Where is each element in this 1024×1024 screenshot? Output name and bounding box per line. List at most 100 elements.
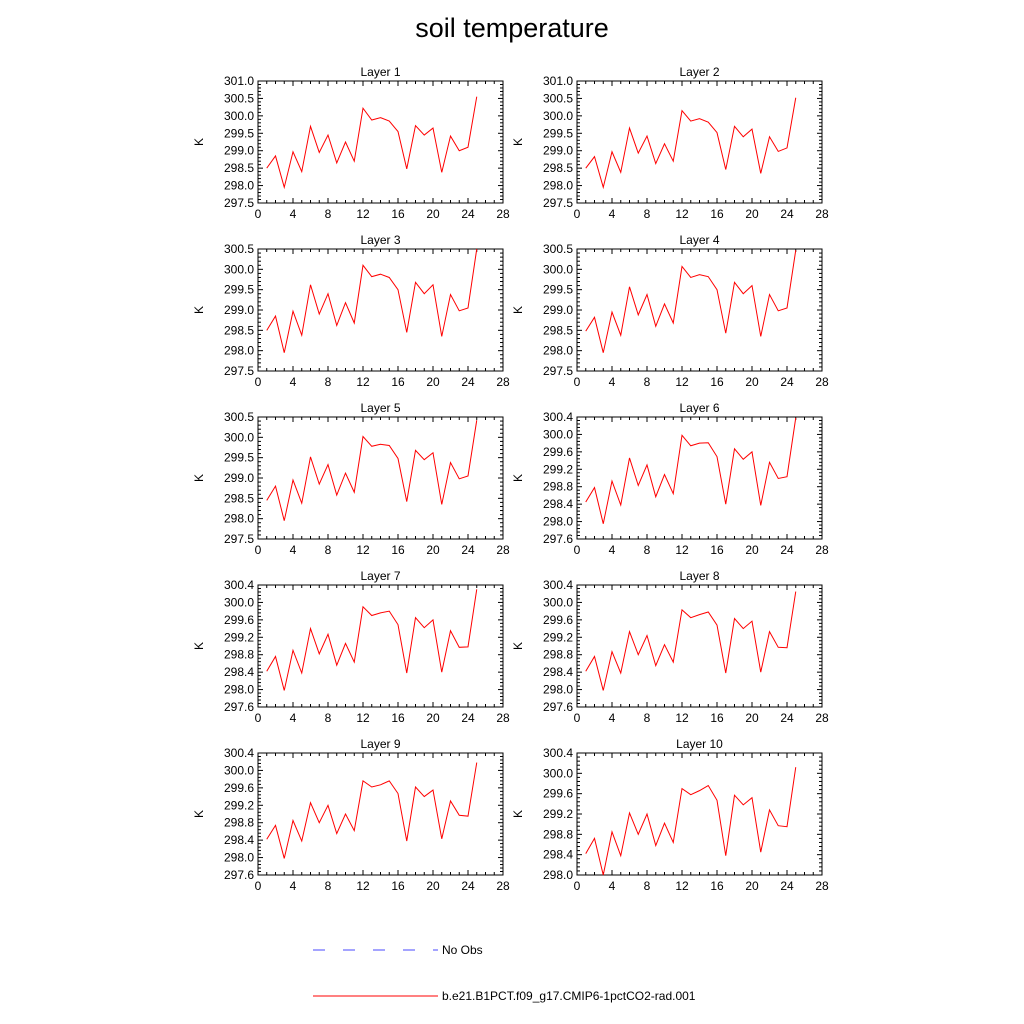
x-tick-label: 28	[496, 543, 510, 557]
x-tick-label: 8	[325, 711, 332, 725]
panel-title: Layer 6	[679, 401, 719, 415]
x-tick-label: 0	[255, 711, 262, 725]
series-line	[585, 767, 797, 876]
x-tick-label: 16	[391, 879, 405, 893]
x-tick-label: 0	[574, 207, 581, 221]
x-tick-label: 20	[426, 879, 440, 893]
y-tick-label: 299.2	[224, 630, 254, 644]
y-tick-label: 299.0	[224, 303, 254, 317]
x-tick-label: 28	[496, 207, 510, 221]
y-tick-label: 298.4	[224, 833, 254, 847]
y-tick-label: 299.2	[543, 630, 573, 644]
y-tick-label: 298.0	[543, 344, 573, 358]
y-tick-label: 300.4	[543, 410, 573, 424]
x-tick-label: 0	[574, 879, 581, 893]
y-tick-label: 301.0	[543, 74, 573, 88]
y-tick-label: 298.0	[543, 868, 573, 882]
x-tick-label: 4	[290, 879, 297, 893]
x-tick-label: 4	[290, 207, 297, 221]
panel-layer-1: Layer 1 K 0 4 8 12 16 20 24 28 297.5 298.0 298.5 299.…	[192, 65, 510, 221]
plot-frame	[576, 584, 823, 708]
x-tick-label: 4	[609, 879, 616, 893]
panel-layer-6: Layer 6 K 0 4 8 12 16 20 24 28 297.6 298.0 298.4 298.…	[511, 401, 829, 557]
y-tick-label: 300.5	[224, 91, 254, 105]
panel-title: Layer 10	[676, 737, 723, 751]
y-tick-label: 298.8	[543, 648, 573, 662]
x-tick-label: 8	[644, 543, 651, 557]
y-tick-label: 299.5	[224, 283, 254, 297]
x-tick-label: 12	[356, 711, 370, 725]
x-tick-label: 0	[574, 543, 581, 557]
y-tick-label: 300.0	[543, 109, 573, 123]
legend-label-no-obs: No Obs	[442, 943, 483, 957]
y-axis-label: K	[192, 138, 206, 146]
plot-frame	[257, 80, 504, 204]
y-tick-label: 300.0	[543, 595, 573, 609]
plot-frame	[257, 584, 504, 708]
y-tick-label: 297.5	[543, 364, 573, 378]
x-tick-label: 12	[356, 207, 370, 221]
x-tick-label: 0	[574, 711, 581, 725]
y-tick-label: 299.0	[224, 471, 254, 485]
y-tick-label: 300.0	[224, 262, 254, 276]
y-tick-label: 298.0	[224, 179, 254, 193]
x-tick-label: 28	[815, 879, 829, 893]
plot-frame	[576, 752, 823, 876]
y-tick-label: 298.0	[543, 179, 573, 193]
x-tick-label: 0	[255, 375, 262, 389]
x-tick-label: 24	[780, 207, 794, 221]
y-tick-label: 297.5	[543, 196, 573, 210]
x-tick-label: 16	[391, 207, 405, 221]
y-axis-label: K	[192, 306, 206, 314]
panel-layer-4: Layer 4 K 0 4 8 12 16 20 24 28 297.5 298.0 298.5 299.…	[511, 233, 829, 389]
y-tick-label: 299.5	[224, 451, 254, 465]
y-tick-label: 297.6	[543, 532, 573, 546]
y-tick-label: 298.5	[543, 323, 573, 337]
x-tick-label: 24	[461, 207, 475, 221]
x-tick-label: 8	[325, 375, 332, 389]
x-tick-label: 24	[780, 543, 794, 557]
y-tick-label: 297.5	[224, 532, 254, 546]
y-axis-label: K	[511, 138, 525, 146]
y-tick-label: 299.2	[543, 807, 573, 821]
y-tick-label: 298.0	[224, 683, 254, 697]
panel-layer-3: Layer 3 K 0 4 8 12 16 20 24 28 297.5 298.0 298.5 299.…	[192, 233, 510, 389]
y-tick-label: 298.4	[543, 497, 573, 511]
x-tick-label: 20	[745, 879, 759, 893]
x-tick-label: 24	[780, 711, 794, 725]
legend: No Obs b.e21.B1PCT.f09_g17.CMIP6-1pctCO2…	[313, 943, 696, 1003]
x-tick-label: 28	[815, 375, 829, 389]
y-tick-label: 299.2	[224, 798, 254, 812]
series-line	[585, 97, 797, 190]
x-tick-label: 4	[290, 375, 297, 389]
x-tick-label: 8	[644, 375, 651, 389]
x-tick-label: 12	[675, 207, 689, 221]
y-tick-label: 299.6	[224, 781, 254, 795]
x-tick-label: 20	[426, 543, 440, 557]
panel-title: Layer 9	[360, 737, 400, 751]
x-tick-label: 16	[710, 711, 724, 725]
x-tick-label: 8	[325, 207, 332, 221]
y-tick-label: 298.4	[543, 665, 573, 679]
x-tick-label: 24	[461, 543, 475, 557]
x-tick-label: 8	[325, 543, 332, 557]
y-tick-label: 298.8	[543, 827, 573, 841]
panel-title: Layer 4	[679, 233, 719, 247]
x-tick-label: 24	[461, 879, 475, 893]
series-line	[585, 250, 797, 353]
y-tick-label: 298.8	[543, 480, 573, 494]
x-tick-label: 4	[609, 375, 616, 389]
y-tick-label: 299.6	[543, 445, 573, 459]
x-tick-label: 20	[745, 375, 759, 389]
y-tick-label: 297.5	[224, 364, 254, 378]
y-tick-label: 300.0	[543, 262, 573, 276]
series-line	[266, 420, 478, 521]
y-tick-label: 298.0	[224, 851, 254, 865]
series-line	[266, 248, 478, 353]
x-tick-label: 16	[710, 543, 724, 557]
y-tick-label: 299.5	[543, 283, 573, 297]
x-tick-label: 8	[644, 711, 651, 725]
panel-title: Layer 7	[360, 569, 400, 583]
y-tick-label: 298.5	[224, 161, 254, 175]
series-line	[585, 591, 797, 691]
